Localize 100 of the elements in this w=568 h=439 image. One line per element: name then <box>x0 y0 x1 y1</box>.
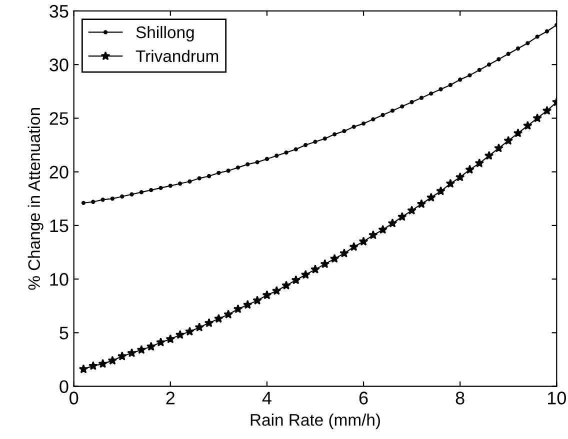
point <box>506 52 510 56</box>
point <box>371 117 376 122</box>
y-tick-label: 25 <box>50 112 68 125</box>
point <box>98 358 108 368</box>
point <box>368 230 378 240</box>
point <box>304 142 308 148</box>
point <box>185 326 194 336</box>
point <box>284 150 288 155</box>
point <box>448 82 453 88</box>
point <box>332 132 337 136</box>
point <box>349 242 359 251</box>
point <box>544 29 550 34</box>
y-tick-label: 30 <box>50 58 68 72</box>
point <box>446 178 456 188</box>
point <box>274 154 279 158</box>
point <box>532 113 542 122</box>
point <box>127 348 136 358</box>
point <box>130 192 134 196</box>
y-tick-label: 35 <box>50 4 68 18</box>
point <box>294 147 298 152</box>
point <box>429 91 434 96</box>
point <box>330 254 340 263</box>
point <box>242 300 252 309</box>
point <box>310 264 320 274</box>
point <box>146 342 156 351</box>
point <box>388 218 398 228</box>
point <box>188 179 192 184</box>
point <box>197 176 202 180</box>
point <box>436 186 446 196</box>
point <box>120 194 124 199</box>
point <box>407 206 416 215</box>
point <box>136 344 146 354</box>
point <box>358 236 368 246</box>
y-tick-label: 0 <box>60 380 68 394</box>
point <box>178 182 182 186</box>
point <box>458 78 462 82</box>
point <box>486 62 492 67</box>
point <box>484 150 494 160</box>
point <box>166 334 176 344</box>
point <box>110 196 115 201</box>
point <box>535 34 540 39</box>
point <box>149 188 154 192</box>
point <box>81 200 86 206</box>
x-tick-label: 10 <box>548 392 566 404</box>
point <box>272 286 282 295</box>
point <box>156 337 166 346</box>
point <box>416 199 426 208</box>
x-tick-label: 2 <box>166 392 175 404</box>
point <box>313 140 318 144</box>
point <box>504 136 514 145</box>
point <box>380 112 385 118</box>
point <box>320 259 330 268</box>
point <box>322 136 327 141</box>
point <box>465 164 474 174</box>
point <box>410 100 414 104</box>
point <box>378 224 388 234</box>
point <box>236 165 240 170</box>
point <box>214 314 224 323</box>
point <box>158 186 163 190</box>
point <box>474 158 484 168</box>
legend-label: Trivandrum <box>136 50 218 62</box>
point <box>390 108 395 113</box>
point <box>246 162 250 166</box>
point <box>262 290 272 300</box>
point <box>438 87 443 92</box>
point <box>526 41 530 46</box>
y-tick-label: 5 <box>60 326 68 340</box>
point <box>419 96 424 100</box>
y-tick-label: 15 <box>50 220 68 232</box>
point <box>204 318 214 328</box>
point <box>216 170 221 175</box>
point <box>88 361 98 370</box>
point <box>139 190 144 194</box>
point <box>455 172 465 182</box>
point <box>78 364 88 374</box>
point <box>516 46 520 51</box>
point <box>468 73 472 78</box>
y-tick-label: 10 <box>50 273 68 286</box>
point <box>542 106 552 115</box>
point <box>352 124 356 129</box>
point <box>255 160 260 164</box>
point <box>108 356 118 365</box>
point <box>361 121 366 126</box>
point <box>226 168 230 173</box>
point <box>252 296 262 305</box>
point <box>513 128 523 138</box>
x-tick-label: 0 <box>70 392 78 404</box>
point <box>397 212 407 221</box>
point <box>340 248 349 258</box>
point <box>477 68 482 72</box>
point <box>282 280 291 290</box>
y-tick-label: 20 <box>50 166 68 179</box>
point <box>175 330 185 339</box>
point <box>117 351 127 360</box>
point <box>224 310 233 319</box>
point <box>342 129 346 134</box>
x-tick-label: 8 <box>456 392 464 404</box>
point <box>91 200 96 204</box>
point <box>100 198 105 202</box>
x-tick-label: 4 <box>262 392 272 404</box>
